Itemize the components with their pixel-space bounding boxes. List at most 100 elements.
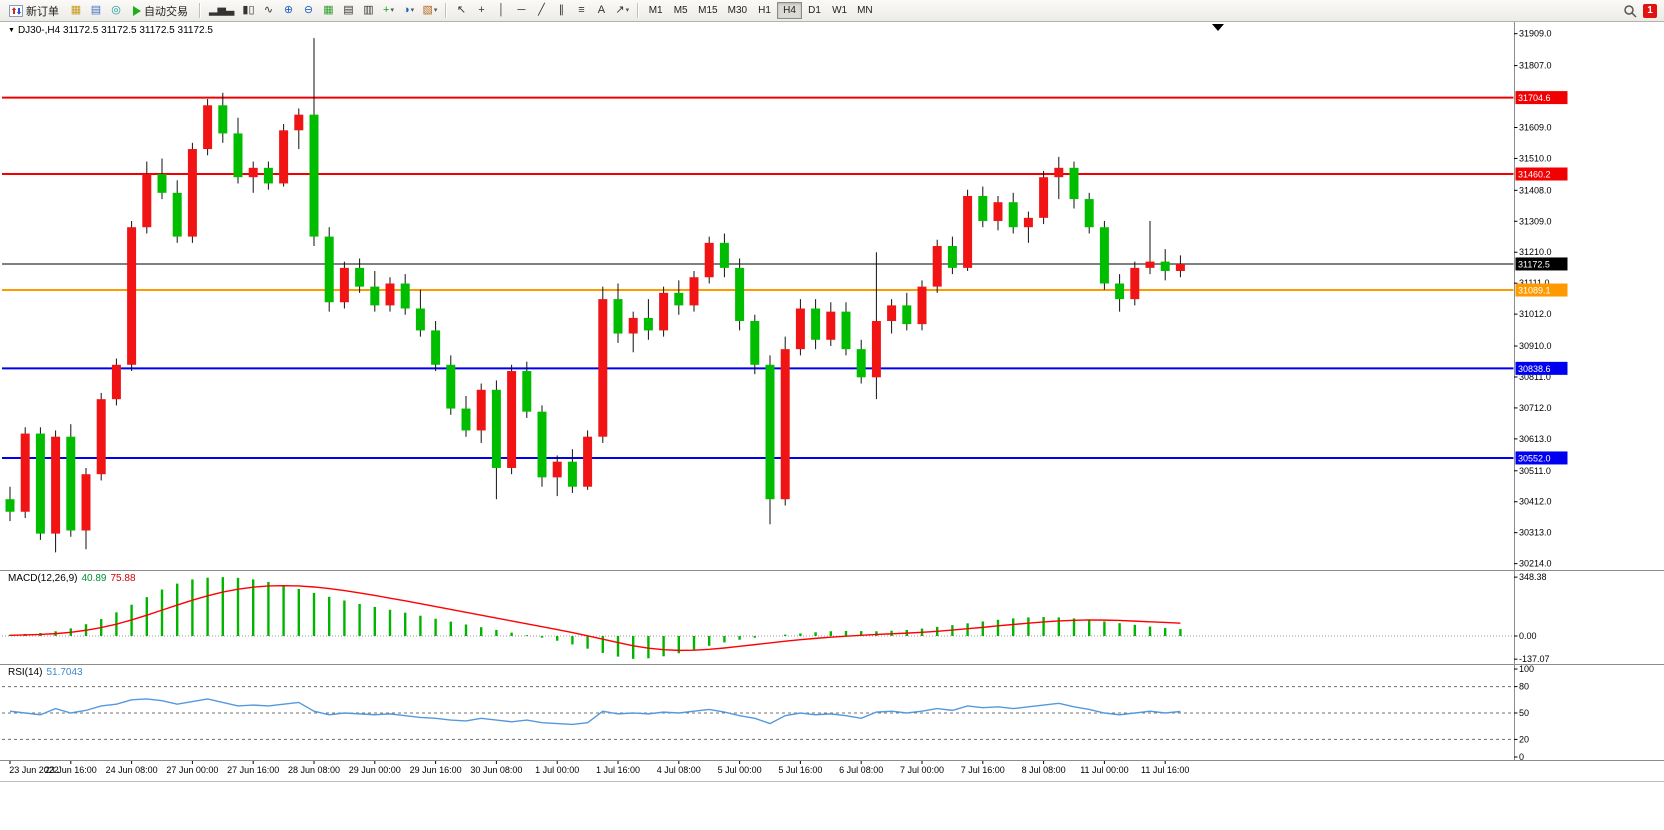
- trendline-button[interactable]: ╱: [532, 2, 550, 20]
- svg-text:0.00: 0.00: [1519, 631, 1537, 641]
- timeframe-m30-button[interactable]: M30: [723, 2, 752, 19]
- timeframe-m15-button[interactable]: M15: [693, 2, 722, 19]
- candle-body: [218, 105, 228, 134]
- notification-badge[interactable]: 1: [1643, 3, 1657, 18]
- autotrading-button[interactable]: 自动交易: [127, 2, 194, 20]
- cascade-windows-icon: ▤: [343, 4, 354, 16]
- trendline-icon: ╱: [538, 4, 545, 16]
- bar-chart-button[interactable]: ▂▅▃: [206, 2, 237, 20]
- candle-body: [552, 461, 562, 478]
- svg-text:31210.0: 31210.0: [1519, 247, 1552, 257]
- svg-text:1 Jul 16:00: 1 Jul 16:00: [596, 765, 640, 775]
- svg-text:31309.0: 31309.0: [1519, 216, 1552, 226]
- profiles-button[interactable]: ▤: [87, 2, 105, 20]
- indicators-button[interactable]: + ▾: [380, 2, 398, 20]
- svg-text:31609.0: 31609.0: [1519, 122, 1552, 132]
- new-order-button[interactable]: 新订单: [3, 2, 65, 20]
- toolbar-separator: [637, 3, 640, 18]
- rsi-panel: [2, 686, 1514, 740]
- chart-collapse-icon[interactable]: ▼: [8, 27, 15, 34]
- main-toolbar: 新订单 ▦ ▤ ◎ 自动交易 ▂▅▃ ▮▯ ∿ ⊕ ⊖ ▦ ▤ ▥ + ▾ ◑ ▾ ▧ ▾ ↖ + │ ─ ╱ ∥ ≡ A ↗…: [0, 0, 1664, 22]
- candle-body: [1069, 167, 1079, 200]
- timeframe-h4-button[interactable]: H4: [777, 2, 803, 19]
- dropdown-caret-icon: ▾: [433, 7, 438, 14]
- candle-body: [765, 364, 775, 500]
- svg-text:11 Jul 00:00: 11 Jul 00:00: [1080, 765, 1128, 775]
- candle-body: [248, 167, 258, 178]
- candlestick-chart-icon: ▮▯: [242, 4, 255, 16]
- cursor-button[interactable]: ↖: [452, 2, 470, 20]
- crosshair-button[interactable]: +: [472, 2, 490, 20]
- candle-body: [978, 195, 988, 221]
- macd-value-main: 40.89: [81, 573, 107, 584]
- zoom-in-button[interactable]: ⊕: [280, 2, 298, 20]
- candle-body: [643, 317, 653, 331]
- svg-text:50: 50: [1519, 708, 1529, 718]
- channel-button[interactable]: ∥: [552, 2, 570, 20]
- market-watch-button[interactable]: ◎: [107, 2, 125, 20]
- arrows-button[interactable]: ↗ ▾: [612, 2, 632, 20]
- panel-separators: [0, 22, 1664, 782]
- candle-body: [719, 242, 729, 268]
- candle-body: [780, 349, 790, 500]
- svg-text:100: 100: [1519, 664, 1534, 674]
- svg-text:30511.0: 30511.0: [1519, 466, 1551, 476]
- arrows-icon: ↗: [615, 4, 625, 16]
- shift-end-marker[interactable]: [1212, 24, 1224, 31]
- text-button[interactable]: A: [592, 2, 610, 20]
- svg-text:27 Jun 16:00: 27 Jun 16:00: [227, 765, 279, 775]
- candlestick-chart-button[interactable]: ▮▯: [239, 2, 257, 20]
- candle-body: [674, 292, 684, 306]
- search-icon[interactable]: [1623, 4, 1637, 18]
- vertical-line-icon: │: [497, 4, 505, 16]
- svg-text:31909.0: 31909.0: [1519, 29, 1552, 39]
- rsi-line: [9, 698, 1181, 726]
- timeframe-w1-button[interactable]: W1: [827, 2, 852, 19]
- candle-body: [324, 236, 334, 303]
- price-axis[interactable]: 31909.0 31807.0 31609.0 31510.0 31408.0 31309…: [1514, 29, 1568, 569]
- svg-text:31012.0: 31012.0: [1519, 309, 1552, 319]
- vertical-line-button[interactable]: │: [492, 2, 510, 20]
- cursor-icon: ↖: [456, 4, 467, 16]
- toolbar-right-group: 1: [1623, 3, 1662, 18]
- svg-text:30838.6: 30838.6: [1518, 364, 1551, 374]
- arrange-windows-button[interactable]: ▥: [360, 2, 378, 20]
- timeframe-h1-button[interactable]: H1: [752, 2, 777, 19]
- horizontal-line-button[interactable]: ─: [512, 2, 530, 20]
- periods-button[interactable]: ◑ ▾: [400, 2, 418, 20]
- svg-text:31089.1: 31089.1: [1518, 286, 1551, 296]
- candle-body: [902, 305, 912, 325]
- svg-text:27 Jun 00:00: 27 Jun 00:00: [166, 765, 218, 775]
- chart-plot-area[interactable]: [2, 22, 1514, 760]
- line-chart-icon: ∿: [263, 4, 274, 16]
- svg-text:80: 80: [1519, 682, 1529, 692]
- candle-body: [5, 499, 15, 512]
- candle-body: [1160, 261, 1170, 271]
- line-chart-button[interactable]: ∿: [260, 2, 278, 20]
- svg-text:5 Jul 16:00: 5 Jul 16:00: [778, 765, 822, 775]
- candle-body: [233, 133, 243, 178]
- svg-text:8 Jul 08:00: 8 Jul 08:00: [1022, 765, 1066, 775]
- autotrading-play-icon: [133, 5, 141, 16]
- timeframe-m5-button[interactable]: M5: [668, 2, 693, 19]
- profiles-icon: ▤: [90, 4, 102, 16]
- svg-text:0: 0: [1519, 752, 1524, 762]
- timeframe-mn-button[interactable]: MN: [852, 2, 878, 19]
- zoom-out-button[interactable]: ⊖: [300, 2, 318, 20]
- templates-button[interactable]: ▧ ▾: [420, 2, 441, 20]
- svg-text:31460.2: 31460.2: [1518, 170, 1551, 180]
- fibonacci-button[interactable]: ≡: [572, 2, 590, 20]
- zoom-in-icon: ⊕: [283, 4, 294, 16]
- candle-body: [20, 433, 30, 512]
- candle-body: [66, 436, 76, 531]
- tile-windows-button[interactable]: ▦: [320, 2, 338, 20]
- candle-body: [704, 242, 714, 278]
- cascade-windows-button[interactable]: ▤: [340, 2, 358, 20]
- chart-toolbar-group: ▂▅▃ ▮▯ ∿ ⊕ ⊖ ▦ ▤ ▥ + ▾ ◑ ▾ ▧ ▾: [205, 2, 441, 20]
- candle-body: [1054, 167, 1064, 178]
- timeframe-d1-button[interactable]: D1: [802, 2, 827, 19]
- timeframe-m1-button[interactable]: M1: [643, 2, 668, 19]
- new-chart-button[interactable]: ▦: [67, 2, 85, 20]
